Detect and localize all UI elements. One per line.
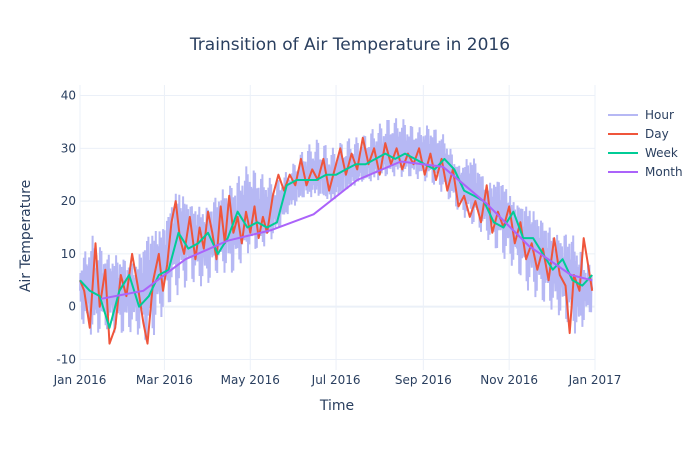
legend-label: Month (645, 165, 683, 179)
y-axis-title: Air Temperature (18, 180, 34, 292)
legend-item-day[interactable]: Day (608, 127, 669, 141)
y-tick-label: 0 (68, 300, 76, 314)
y-tick-label: 40 (61, 89, 76, 103)
series-line-hour (79, 118, 594, 342)
legend[interactable]: Hour Day Week Month (608, 108, 683, 179)
x-tick-label: May 2016 (221, 373, 280, 387)
series-line-day (79, 136, 594, 345)
legend-item-month[interactable]: Month (608, 165, 683, 179)
y-tick-label: 30 (61, 141, 76, 155)
tick-labels: -10 0 10 20 30 40 Jan 2016 Mar 2016 May 2016 Jul … (53, 89, 622, 387)
x-tick-label: Jul 2016 (311, 373, 361, 387)
x-tick-label: Nov 2016 (480, 373, 538, 387)
y-tick-label: 10 (61, 247, 76, 261)
legend-label: Hour (645, 108, 674, 122)
series-line-week (79, 152, 593, 329)
x-axis-title: Time (319, 398, 354, 414)
x-tick-label: Sep 2016 (395, 373, 452, 387)
legend-item-hour[interactable]: Hour (608, 108, 674, 122)
series-line-month (100, 160, 593, 300)
x-tick-label: Mar 2016 (136, 373, 193, 387)
series-lines (79, 118, 594, 345)
x-tick-label: Jan 2016 (53, 373, 107, 387)
chart-title: Trainsition of Air Temperature in 2016 (189, 35, 510, 55)
legend-item-week[interactable]: Week (608, 146, 678, 160)
y-tick-label: -10 (56, 352, 76, 366)
x-tick-label: Jan 2017 (568, 373, 622, 387)
y-tick-label: 20 (61, 194, 76, 208)
legend-label: Day (645, 127, 669, 141)
legend-label: Week (645, 146, 678, 160)
